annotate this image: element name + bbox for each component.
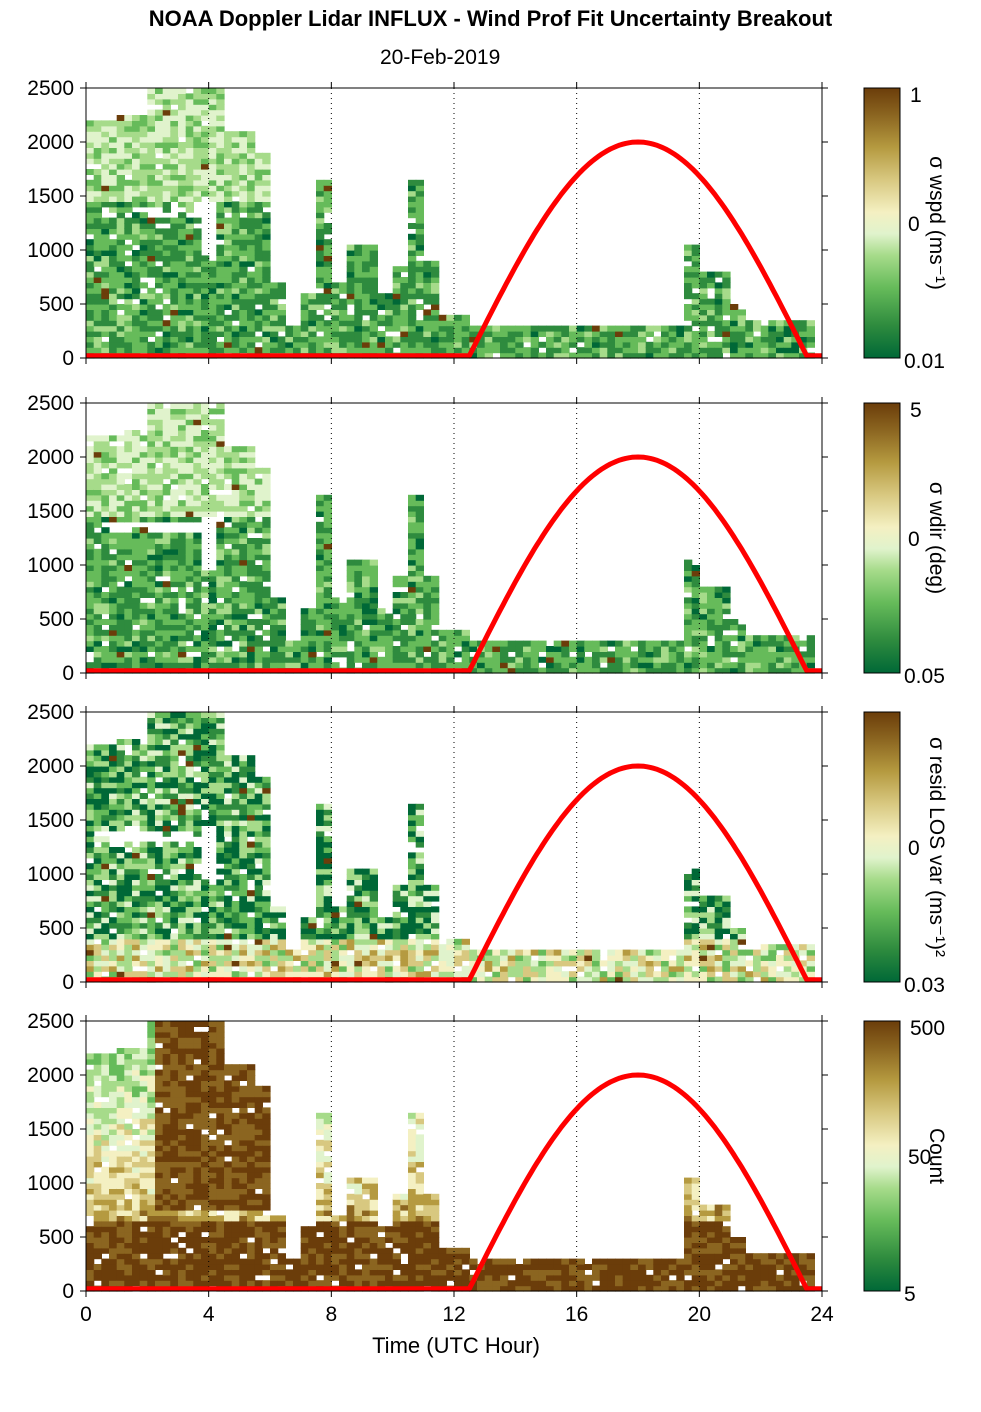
panel-3-colorbar: 0 0.03 σ resid LOS var (ms⁻¹)² xyxy=(863,711,948,997)
panel-4-red-curve xyxy=(86,1072,822,1292)
panel-4-colorbar-tick-mid: 50 xyxy=(908,1146,931,1169)
panel-2-colorbar-tick-mid: 0 xyxy=(908,528,920,551)
panel-1-y-axis: 0 500 1000 1500 2000 2500 xyxy=(27,77,828,370)
panel-1-colorbar-tick-mid: 0 xyxy=(908,213,920,236)
panel-2-x-axis xyxy=(85,397,823,679)
panel-4-x-axis: 0 4 8 12 16 20 24 xyxy=(80,1015,834,1326)
y-tick-label: 1000 xyxy=(27,239,74,262)
panel-1-colorbar-gradient xyxy=(863,87,901,359)
panel-3-colorbar-gradient xyxy=(863,711,901,983)
x-tick-label: 24 xyxy=(810,1303,834,1326)
y-tick-label: 1500 xyxy=(27,500,74,523)
panel-4-heatmap xyxy=(86,1021,815,1292)
y-tick-label: 0 xyxy=(62,1280,74,1303)
panel-1-colorbar: 1 0 0.01 σ wspd (ms⁻¹) xyxy=(863,84,948,373)
x-tick-label: 4 xyxy=(203,1303,215,1326)
panel-4-colorbar-gradient xyxy=(863,1020,901,1292)
y-tick-label: 2500 xyxy=(27,77,74,100)
panel-1-colorbar-tick-top: 1 xyxy=(910,84,922,107)
panel-3-x-axis xyxy=(85,706,823,988)
panel-2-heatmap xyxy=(86,403,815,674)
panel-1-red-curve xyxy=(86,139,822,359)
y-tick-label: 1500 xyxy=(27,185,74,208)
panel-4-colorbar: 500 50 5 Count xyxy=(863,1017,948,1306)
panel-1-heatmap xyxy=(86,88,815,359)
panel-3-y-axis: 0 500 1000 1500 2000 2500 xyxy=(27,701,828,994)
y-tick-label: 0 xyxy=(62,971,74,994)
y-tick-label: 500 xyxy=(39,608,74,631)
panel-3-colorbar-tick-mid: 0 xyxy=(908,837,920,860)
y-tick-label: 2000 xyxy=(27,131,74,154)
y-tick-label: 1500 xyxy=(27,809,74,832)
chart-title: NOAA Doppler Lidar INFLUX - Wind Prof Fi… xyxy=(148,6,833,31)
y-tick-label: 2500 xyxy=(27,701,74,724)
panel-2-gridlines xyxy=(208,403,823,673)
y-tick-label: 500 xyxy=(39,293,74,316)
panel-3-colorbar-tick-bottom: 0.03 xyxy=(904,974,945,997)
panel-3: 0 500 1000 1500 2000 2500 0 0.03 σ resid LOS … xyxy=(27,701,948,997)
y-tick-label: 1000 xyxy=(27,863,74,886)
chart-subtitle: 20-Feb-2019 xyxy=(380,46,501,69)
panel-2-y-axis: 0 500 1000 1500 2000 2500 xyxy=(27,392,828,685)
panel-3-heatmap xyxy=(86,712,815,983)
panel-4-colorbar-label: Count xyxy=(925,1128,948,1184)
panel-4-y-axis: 0 500 1000 1500 2000 2500 xyxy=(27,1010,828,1303)
panel-1: 0 500 1000 1500 2000 2500 1 0 0.01 σ wspd (ms… xyxy=(27,77,948,373)
x-tick-label: 0 xyxy=(80,1303,92,1326)
panel-1-x-axis xyxy=(85,82,823,364)
panel-2-colorbar: 5 0 0.05 σ wdir (deg) xyxy=(863,399,948,688)
panel-2-colorbar-tick-top: 5 xyxy=(910,399,922,422)
y-tick-label: 0 xyxy=(62,662,74,685)
x-tick-label: 12 xyxy=(442,1303,465,1326)
x-tick-label: 16 xyxy=(565,1303,588,1326)
panel-1-colorbar-tick-bottom: 0.01 xyxy=(904,350,945,373)
y-tick-label: 2000 xyxy=(27,446,74,469)
y-tick-label: 1000 xyxy=(27,1172,74,1195)
y-tick-label: 0 xyxy=(62,347,74,370)
x-axis-label: Time (UTC Hour) xyxy=(372,1333,540,1358)
panel-3-colorbar-label: σ resid LOS var (ms⁻¹)² xyxy=(925,737,948,957)
x-tick-label: 20 xyxy=(688,1303,711,1326)
x-tick-label: 8 xyxy=(325,1303,337,1326)
panel-2-colorbar-label: σ wdir (deg) xyxy=(925,482,948,594)
panel-1-colorbar-label: σ wspd (ms⁻¹) xyxy=(925,156,948,290)
y-tick-label: 500 xyxy=(39,1226,74,1249)
panel-2-red-curve xyxy=(86,454,822,674)
y-tick-label: 1500 xyxy=(27,1118,74,1141)
y-tick-label: 2000 xyxy=(27,1064,74,1087)
y-tick-label: 2000 xyxy=(27,755,74,778)
y-tick-label: 2500 xyxy=(27,1010,74,1033)
y-tick-label: 500 xyxy=(39,917,74,940)
panel-2: 0 500 1000 1500 2000 2500 5 0 0.05 σ wdir (de… xyxy=(27,392,948,688)
panel-2-colorbar-gradient xyxy=(863,402,901,674)
panel-4-colorbar-tick-top: 500 xyxy=(910,1017,945,1040)
panel-2-colorbar-tick-bottom: 0.05 xyxy=(904,665,945,688)
panel-4-colorbar-tick-bottom: 5 xyxy=(904,1283,916,1306)
y-tick-label: 2500 xyxy=(27,392,74,415)
panel-3-red-curve xyxy=(86,763,822,983)
y-tick-label: 1000 xyxy=(27,554,74,577)
